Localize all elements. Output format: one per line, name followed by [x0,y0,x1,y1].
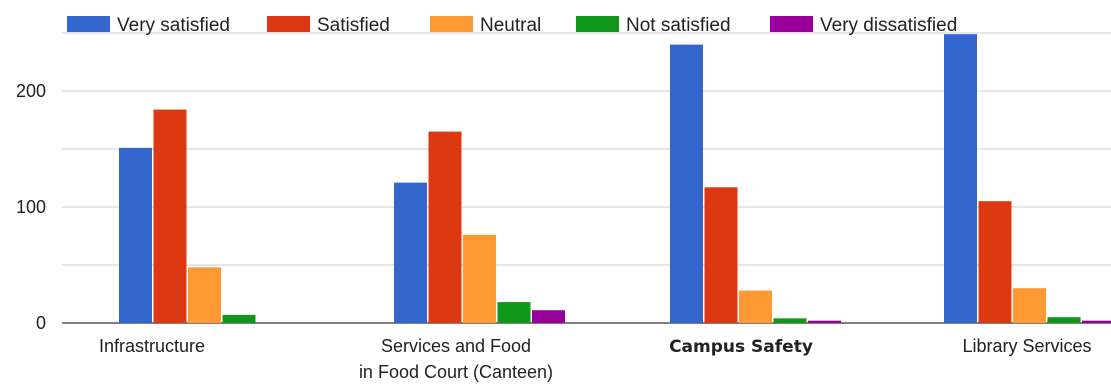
x-category-label: Infrastructure [99,336,205,356]
legend-swatch [770,16,813,32]
bar [773,318,807,323]
legend-label: Not satisfied [626,15,731,36]
bar [739,290,772,323]
bar [394,182,427,323]
bar [119,147,152,323]
bar [1013,288,1046,323]
legend-label: Neutral [480,15,541,36]
x-category-label: Services and Food [381,336,531,356]
legend: Very satisfied Satisfied Neutral Not satisf… [67,15,957,36]
bar [188,267,221,323]
x-category-label: in Food Court (Canteen) [359,362,553,382]
bar [978,201,1012,323]
legend-swatch [430,16,473,32]
bar [532,310,565,323]
legend-swatch [267,16,310,32]
legend-swatch [67,16,110,32]
legend-label: Satisfied [317,15,390,36]
bar [428,131,462,323]
legend-swatch [576,16,619,32]
gridlines [62,32,1111,324]
legend-label: Very dissatisfied [820,15,957,36]
y-tick-label: 200 [16,81,46,101]
bars [119,34,1111,323]
bar [1047,317,1081,323]
bar [463,234,496,323]
bar [808,320,841,323]
bar [1082,320,1111,323]
axes: 0 100 200 Infrastructure Services and Food in… [16,81,1092,382]
bar [944,34,977,323]
y-tick-label: 100 [16,197,46,217]
x-category-label: Library Services [962,336,1091,356]
bar [153,109,187,323]
bar [704,187,738,323]
bar [670,44,703,323]
y-tick-label: 0 [36,313,46,333]
x-category-label: Campus Safety [669,337,813,357]
bar [222,314,256,323]
legend-label: Very satisfied [117,15,230,36]
bar [497,302,531,323]
